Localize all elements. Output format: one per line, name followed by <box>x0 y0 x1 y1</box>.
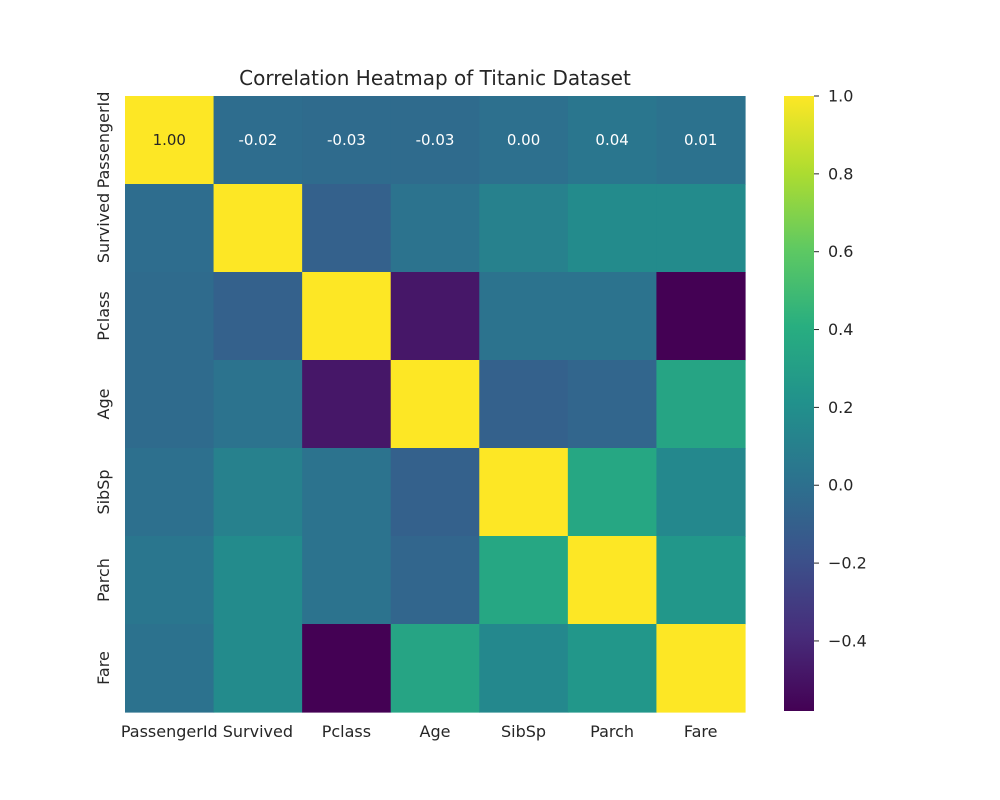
heatmap-cell-parch-pclass <box>302 536 392 625</box>
heatmap-cell-sibsp-parch <box>567 448 658 537</box>
x-tick-label: Pclass <box>322 722 371 741</box>
colorbar-tick-label: 0.4 <box>828 320 853 339</box>
cell-annotation: 1.00 <box>153 131 186 149</box>
colorbar-tick-label: 0.6 <box>828 242 853 261</box>
heatmap-cell-survived-age <box>390 184 480 273</box>
colorbar-tick-label: 0.0 <box>828 476 853 495</box>
heatmap-cell-fare-passengerid <box>125 624 215 713</box>
heatmap-cell-fare-parch <box>567 624 658 713</box>
heatmap-cell-fare-pclass <box>302 624 392 713</box>
y-tick-label: Pclass <box>94 291 113 340</box>
heatmap-cell-survived-pclass <box>302 184 392 273</box>
heatmap-cell-pclass-sibsp <box>479 272 569 361</box>
x-tick-label: Parch <box>590 722 634 741</box>
heatmap-cell-age-survived <box>213 360 303 449</box>
colorbar <box>784 96 814 711</box>
heatmap-cell-passengerid-survived <box>213 96 303 185</box>
heatmap-cell-passengerid-passengerid <box>125 96 215 185</box>
x-tick-label: PassengerId <box>121 722 218 741</box>
heatmap-cell-survived-parch <box>567 184 658 273</box>
y-tick-label: Fare <box>94 651 113 685</box>
heatmap-cell-survived-sibsp <box>479 184 569 273</box>
heatmap-cell-sibsp-survived <box>213 448 303 537</box>
cell-annotation: -0.02 <box>238 131 277 149</box>
heatmap-cell-pclass-fare <box>656 272 746 361</box>
heatmap-cell-pclass-parch <box>567 272 658 361</box>
heatmap-cell-passengerid-age <box>390 96 480 185</box>
heatmap-cell-fare-survived <box>213 624 303 713</box>
cell-annotation: 0.04 <box>595 131 628 149</box>
chart-title: Correlation Heatmap of Titanic Dataset <box>239 66 631 90</box>
y-tick-label: Survived <box>94 193 113 263</box>
heatmap-cell-age-pclass <box>302 360 392 449</box>
heatmap-cell-parch-survived <box>213 536 303 625</box>
colorbar-tick-label: −0.4 <box>828 631 867 650</box>
heatmap-cell-passengerid-sibsp <box>479 96 569 185</box>
heatmap-cell-passengerid-parch <box>567 96 658 185</box>
x-tick-label: Fare <box>684 722 718 741</box>
y-tick-label: SibSp <box>94 469 113 514</box>
heatmap-cell-survived-survived <box>213 184 303 273</box>
heatmap-cell-age-parch <box>567 360 658 449</box>
colorbar-tick-label: 0.8 <box>828 164 853 183</box>
y-tick-labels: PassengerId Survived Pclass Age SibSp Parch Fa… <box>94 92 113 685</box>
heatmap-cell-sibsp-pclass <box>302 448 392 537</box>
x-tick-label: SibSp <box>501 722 546 741</box>
heatmap-cell-fare-sibsp <box>479 624 569 713</box>
heatmap-cell-parch-age <box>390 536 480 625</box>
heatmap-cell-fare-fare <box>656 624 746 713</box>
heatmap-cell-age-passengerid <box>125 360 215 449</box>
colorbar-ticks: 1.0 0.8 0.6 0.4 0.2 0.0 −0.2 −0.4 <box>814 87 867 650</box>
heatmap-cell-pclass-age <box>390 272 480 361</box>
heatmap-cell-parch-sibsp <box>479 536 569 625</box>
cell-annotation: 0.00 <box>507 131 540 149</box>
cell-annotations: 1.00 -0.02 -0.03 -0.03 0.00 0.04 0.01 <box>153 131 718 149</box>
y-tick-label: Age <box>94 389 113 420</box>
heatmap-cell-age-age <box>390 360 480 449</box>
heatmap-cell-sibsp-sibsp <box>479 448 569 537</box>
heatmap-cell-survived-passengerid <box>125 184 215 273</box>
x-tick-labels: PassengerId Survived Pclass Age SibSp Parch Fa… <box>121 722 718 741</box>
heatmap-cell-sibsp-fare <box>656 448 746 537</box>
heatmap-cell-pclass-survived <box>213 272 303 361</box>
cell-annotation: 0.01 <box>684 131 717 149</box>
heatmap-cell-passengerid-pclass <box>302 96 392 185</box>
heatmap-cells <box>125 96 746 713</box>
heatmap-cell-parch-parch <box>567 536 658 625</box>
heatmap-cell-sibsp-age <box>390 448 480 537</box>
heatmap-cell-sibsp-passengerid <box>125 448 215 537</box>
colorbar-tick-label: −0.2 <box>828 554 867 573</box>
cell-annotation: -0.03 <box>327 131 366 149</box>
heatmap-cell-age-sibsp <box>479 360 569 449</box>
colorbar-tick-label: 0.2 <box>828 398 853 417</box>
heatmap-cell-fare-age <box>390 624 480 713</box>
heatmap-cell-survived-fare <box>656 184 746 273</box>
x-tick-label: Age <box>420 722 451 741</box>
heatmap-cell-pclass-passengerid <box>125 272 215 361</box>
heatmap-cell-pclass-pclass <box>302 272 392 361</box>
heatmap-cell-parch-fare <box>656 536 746 625</box>
heatmap-cell-passengerid-fare <box>656 96 746 185</box>
colorbar-tick-label: 1.0 <box>828 87 853 106</box>
heatmap-cell-age-fare <box>656 360 746 449</box>
heatmap-cell-parch-passengerid <box>125 536 215 625</box>
y-tick-label: Parch <box>94 558 113 602</box>
cell-annotation: -0.03 <box>416 131 455 149</box>
x-tick-label: Survived <box>223 722 293 741</box>
y-tick-label: PassengerId <box>94 92 113 189</box>
